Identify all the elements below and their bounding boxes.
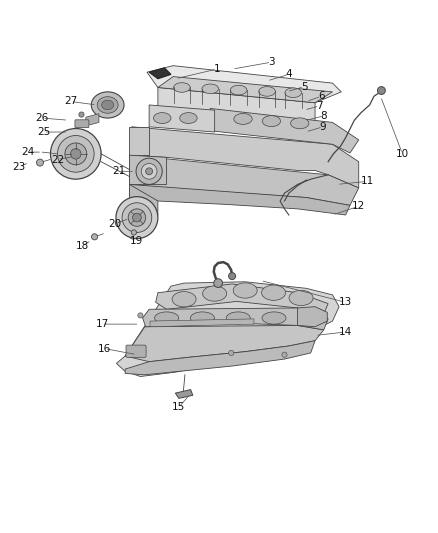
Ellipse shape	[290, 118, 309, 129]
Ellipse shape	[233, 283, 257, 298]
Circle shape	[229, 350, 234, 356]
Ellipse shape	[172, 292, 196, 307]
Circle shape	[146, 168, 152, 175]
Ellipse shape	[226, 312, 250, 324]
Text: 8: 8	[321, 111, 327, 121]
Polygon shape	[130, 127, 149, 155]
Text: 19: 19	[130, 236, 144, 246]
Ellipse shape	[203, 286, 226, 301]
Text: 13: 13	[339, 297, 352, 308]
Text: 26: 26	[35, 113, 49, 123]
Text: 16: 16	[98, 344, 111, 353]
Circle shape	[128, 209, 146, 227]
Ellipse shape	[173, 83, 190, 92]
Circle shape	[133, 213, 141, 222]
Text: 6: 6	[318, 91, 325, 101]
Ellipse shape	[289, 290, 313, 305]
Text: 20: 20	[109, 219, 122, 229]
Text: 9: 9	[320, 122, 326, 132]
Ellipse shape	[259, 87, 276, 96]
Circle shape	[50, 128, 101, 179]
Polygon shape	[125, 326, 324, 362]
Polygon shape	[158, 77, 332, 103]
Text: 10: 10	[396, 149, 409, 159]
Ellipse shape	[180, 112, 197, 124]
Ellipse shape	[91, 92, 124, 118]
Circle shape	[71, 149, 81, 159]
Text: 25: 25	[37, 127, 50, 137]
Text: 11: 11	[361, 176, 374, 187]
Ellipse shape	[261, 285, 286, 300]
Polygon shape	[130, 155, 359, 205]
Ellipse shape	[97, 96, 118, 113]
Text: 14: 14	[339, 327, 352, 337]
Polygon shape	[86, 114, 99, 126]
Text: 18: 18	[76, 240, 89, 251]
Circle shape	[122, 203, 152, 232]
FancyBboxPatch shape	[126, 345, 146, 357]
Polygon shape	[147, 66, 341, 103]
Circle shape	[136, 158, 162, 184]
Circle shape	[214, 279, 223, 287]
Polygon shape	[130, 155, 166, 184]
Ellipse shape	[153, 112, 171, 124]
Text: 22: 22	[51, 155, 64, 165]
Text: 17: 17	[95, 319, 109, 329]
Circle shape	[36, 159, 43, 166]
Circle shape	[79, 112, 84, 117]
Circle shape	[282, 352, 287, 357]
Ellipse shape	[262, 116, 281, 126]
Polygon shape	[149, 68, 171, 79]
Circle shape	[92, 234, 98, 240]
FancyBboxPatch shape	[75, 120, 89, 128]
Ellipse shape	[155, 312, 179, 324]
Text: 5: 5	[301, 82, 307, 92]
Text: 4: 4	[286, 69, 292, 79]
Text: 3: 3	[268, 57, 275, 67]
Polygon shape	[175, 390, 193, 398]
Text: 12: 12	[352, 201, 365, 211]
Polygon shape	[130, 184, 350, 215]
Ellipse shape	[262, 312, 286, 324]
Polygon shape	[297, 306, 327, 327]
Polygon shape	[130, 184, 158, 215]
Polygon shape	[158, 87, 315, 123]
Text: 23: 23	[12, 162, 26, 172]
Circle shape	[116, 197, 158, 239]
Circle shape	[131, 230, 137, 235]
Circle shape	[378, 87, 385, 94]
Text: 21: 21	[112, 166, 125, 176]
Text: 7: 7	[316, 101, 323, 111]
Ellipse shape	[234, 114, 252, 124]
Polygon shape	[132, 127, 359, 188]
Ellipse shape	[191, 312, 215, 324]
Text: 1: 1	[213, 64, 220, 74]
Text: 15: 15	[172, 402, 185, 412]
Circle shape	[138, 313, 143, 318]
Polygon shape	[117, 282, 339, 376]
Text: 24: 24	[21, 147, 35, 157]
Ellipse shape	[202, 84, 219, 94]
Ellipse shape	[102, 100, 114, 110]
Circle shape	[65, 143, 87, 165]
Circle shape	[229, 272, 236, 280]
Ellipse shape	[285, 88, 301, 98]
Polygon shape	[149, 105, 215, 132]
Circle shape	[141, 164, 157, 179]
Text: 27: 27	[64, 96, 77, 107]
Polygon shape	[150, 319, 254, 327]
Ellipse shape	[230, 85, 247, 95]
Circle shape	[57, 135, 94, 172]
Polygon shape	[206, 108, 359, 153]
Polygon shape	[143, 308, 328, 330]
Polygon shape	[155, 284, 328, 313]
Polygon shape	[125, 341, 315, 375]
